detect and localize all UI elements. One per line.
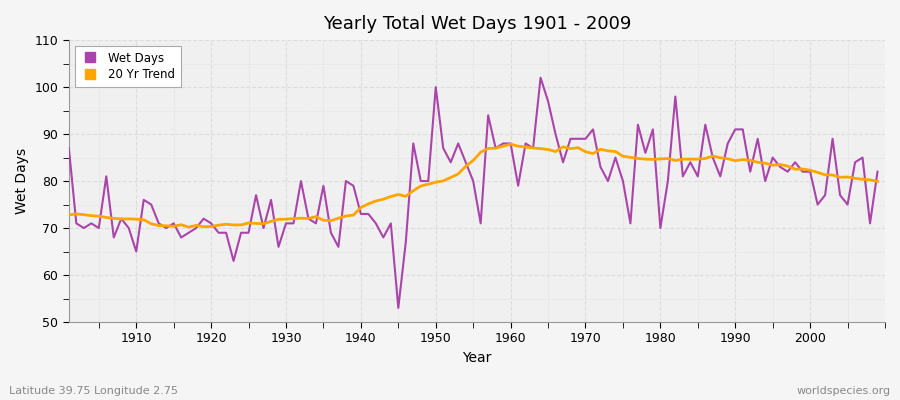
Wet Days [610,155,621,160]
Wet Days [505,141,516,146]
Wet Days [536,75,546,80]
Text: worldspecies.org: worldspecies.org [796,386,891,396]
20 Yr Trend [123,216,134,221]
Text: Latitude 39.75 Longitude 2.75: Latitude 39.75 Longitude 2.75 [9,386,178,396]
20 Yr Trend [610,149,621,154]
20 Yr Trend [513,144,524,148]
Line: 20 Yr Trend: 20 Yr Trend [68,144,878,227]
Title: Yearly Total Wet Days 1901 - 2009: Yearly Total Wet Days 1901 - 2009 [323,15,631,33]
20 Yr Trend [295,216,306,221]
20 Yr Trend [184,225,194,230]
Wet Days [872,169,883,174]
20 Yr Trend [340,214,351,218]
Wet Days [63,146,74,150]
Y-axis label: Wet Days: Wet Days [15,148,29,214]
Wet Days [333,244,344,249]
20 Yr Trend [520,145,531,150]
Wet Days [288,221,299,226]
Wet Days [123,226,134,230]
20 Yr Trend [63,212,74,217]
20 Yr Trend [872,179,883,184]
20 Yr Trend [505,142,516,146]
Wet Days [393,306,404,310]
X-axis label: Year: Year [463,351,491,365]
Legend: Wet Days, 20 Yr Trend: Wet Days, 20 Yr Trend [75,46,181,87]
Line: Wet Days: Wet Days [68,78,878,308]
Wet Days [513,183,524,188]
